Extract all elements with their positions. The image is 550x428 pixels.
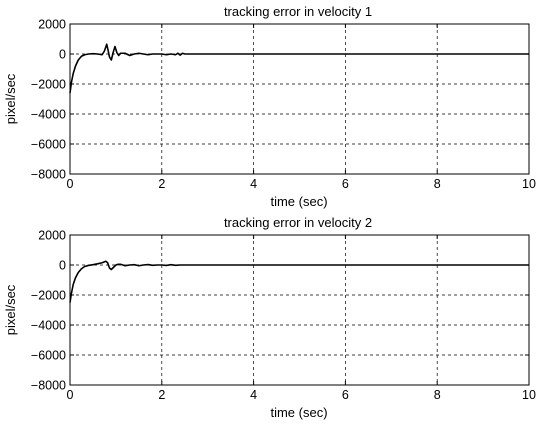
y-tick-label: −8000 — [31, 379, 66, 393]
axes-frame — [69, 23, 530, 175]
chart-velocity-1: tracking error in velocity 1 0 2 4 6 8 10 2000… — [3, 4, 536, 209]
chart-velocity-2: tracking error in velocity 2 0 2 4 6 8 10 2000… — [3, 215, 536, 420]
y-tick-label: 0 — [59, 48, 66, 62]
chart-title: tracking error in velocity 1 — [224, 4, 372, 19]
x-tick-label: 2 — [158, 388, 165, 402]
y-axis-label: pixel/sec — [3, 73, 18, 124]
y-tick-label: −2000 — [31, 289, 66, 303]
y-tick-label: −4000 — [31, 319, 66, 333]
y-tick-label: 2000 — [38, 229, 66, 243]
x-tick-label: 6 — [342, 177, 349, 191]
x-tick-label: 2 — [158, 177, 165, 191]
y-axis-label: pixel/sec — [3, 284, 18, 335]
x-tick-label: 0 — [67, 177, 74, 191]
x-tick-label: 4 — [250, 388, 257, 402]
plot-area — [69, 260, 529, 303]
y-tick-label: −2000 — [31, 78, 66, 92]
series-line — [69, 43, 529, 94]
y-tick-label: 2000 — [38, 18, 66, 32]
y-tick-label: −4000 — [31, 108, 66, 122]
y-tick-label: −6000 — [31, 349, 66, 363]
ticks: 0 2 4 6 8 10 2000 0 −2000 −4000 −6000 −8000 — [31, 18, 536, 192]
y-tick-label: 0 — [59, 259, 66, 273]
x-tick-label: 10 — [522, 388, 536, 402]
grid — [70, 24, 529, 174]
y-tick-label: −6000 — [31, 138, 66, 152]
grid — [70, 235, 529, 385]
plot-area — [69, 43, 529, 94]
x-tick-label: 0 — [67, 388, 74, 402]
x-tick-label: 6 — [342, 388, 349, 402]
x-tick-label: 10 — [522, 177, 536, 191]
x-tick-label: 4 — [250, 177, 257, 191]
chart-title: tracking error in velocity 2 — [224, 215, 372, 230]
y-tick-label: −8000 — [31, 168, 66, 182]
ticks: 0 2 4 6 8 10 2000 0 −2000 −4000 −6000 −8000 — [31, 229, 536, 403]
x-tick-label: 8 — [434, 388, 441, 402]
x-tick-label: 8 — [434, 177, 441, 191]
axes-frame — [69, 234, 530, 386]
series-line — [69, 260, 529, 303]
x-axis-label: time (sec) — [270, 405, 327, 420]
x-axis-label: time (sec) — [270, 194, 327, 209]
